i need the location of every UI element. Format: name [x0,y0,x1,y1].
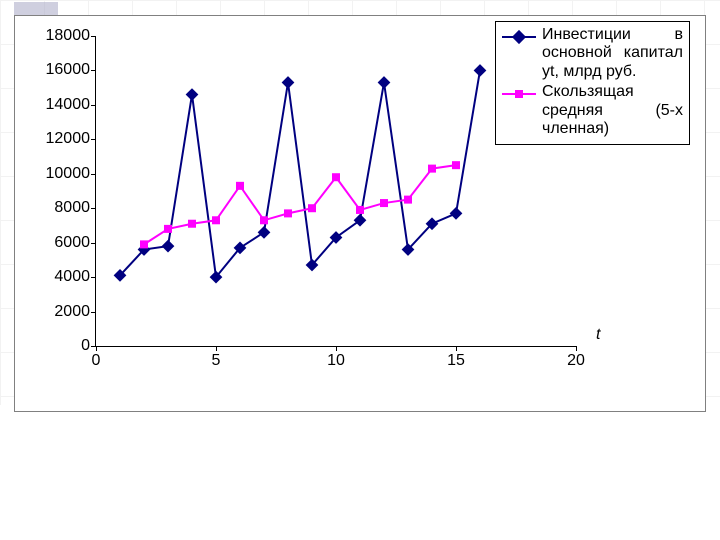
y-tick-label: 6000 [54,234,90,252]
legend-label-moving-avg: Скользящая средняя (5-х членная) [542,83,683,138]
series-marker-investments [258,226,271,239]
x-tick-label: 10 [327,352,345,370]
series-marker-moving_avg [308,204,316,212]
series-marker-moving_avg [212,216,220,224]
series-marker-moving_avg [260,216,268,224]
legend-swatch-moving-avg [502,86,536,102]
series-marker-moving_avg [356,206,364,214]
y-tick-label: 18000 [46,27,91,45]
series-marker-moving_avg [404,196,412,204]
series-marker-investments [354,214,367,227]
series-marker-moving_avg [284,209,292,217]
series-marker-investments [162,240,175,253]
series-marker-investments [186,88,199,101]
series-marker-moving_avg [140,240,148,248]
y-tick-label: 14000 [46,96,91,114]
series-marker-moving_avg [236,182,244,190]
slide: t 0 2000 4000 6000 8000 10000 12000 14000 16000 1… [0,0,720,540]
y-tick-label: 12000 [46,130,91,148]
legend: Инвестиции в основной капитал yt, млрд р… [495,21,690,145]
series-marker-investments [378,76,391,89]
y-tick-label: 2000 [54,303,90,321]
y-tick-label: 8000 [54,199,90,217]
y-tick-label: 0 [81,337,90,355]
cell-highlight [14,2,58,16]
y-tick-label: 4000 [54,268,90,286]
legend-item-moving-avg: Скользящая средняя (5-х членная) [502,83,683,138]
series-marker-investments [474,64,487,77]
x-tick-label: 20 [567,352,585,370]
x-tick-label: 15 [447,352,465,370]
series-marker-moving_avg [380,199,388,207]
series-marker-moving_avg [332,173,340,181]
series-marker-moving_avg [188,220,196,228]
series-marker-investments [282,76,295,89]
y-tick-label: 10000 [46,165,91,183]
legend-label-investments: Инвестиции в основной капитал yt, млрд р… [542,26,683,81]
legend-item-investments: Инвестиции в основной капитал yt, млрд р… [502,26,683,81]
series-marker-moving_avg [452,161,460,169]
chart-container: t 0 2000 4000 6000 8000 10000 12000 14000 16000 1… [14,15,706,412]
x-tick-label: 0 [92,352,101,370]
y-tick-label: 16000 [46,61,91,79]
series-marker-investments [450,207,463,220]
legend-swatch-investments [502,29,536,45]
x-axis-title: t [596,326,600,344]
series-marker-moving_avg [164,225,172,233]
x-tick-label: 5 [212,352,221,370]
series-marker-moving_avg [428,165,436,173]
